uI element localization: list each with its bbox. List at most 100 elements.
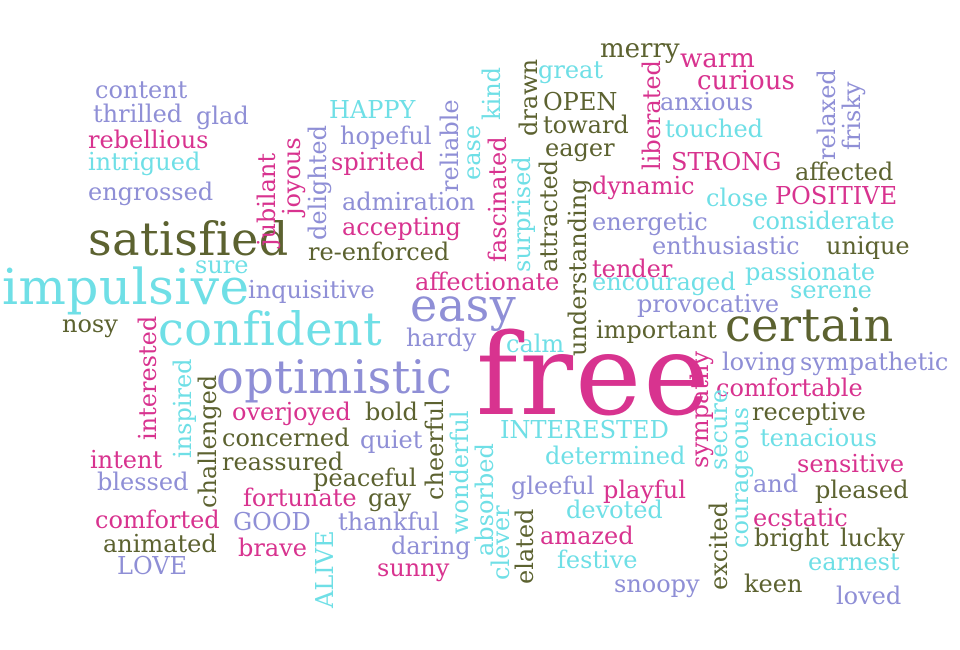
word-reassured: reassured [222, 448, 344, 476]
word-loving: loving [722, 348, 797, 376]
word-enthusiastic: enthusiastic [652, 232, 800, 260]
word-impulsive: impulsive [2, 258, 250, 316]
word-nosy: nosy [62, 310, 118, 338]
word-dynamic: dynamic [592, 172, 695, 200]
word-playful: playful [603, 476, 686, 504]
word-gleeful: gleeful [511, 472, 595, 500]
word-tenacious: tenacious [760, 424, 877, 452]
word-important: important [596, 316, 717, 344]
word-good: GOOD [233, 508, 311, 536]
word-ecstatic: ecstatic [753, 504, 848, 532]
word-lucky: lucky [840, 524, 905, 552]
word-free: free [476, 311, 712, 441]
word-fortunate: fortunate [243, 484, 357, 512]
word-thankful: thankful [338, 508, 440, 536]
word-tender: tender [592, 255, 673, 283]
word-pleased: pleased [815, 476, 909, 504]
word-anxious: anxious [660, 88, 754, 116]
word-excited: excited [705, 501, 733, 590]
word-keen: keen [744, 570, 803, 598]
word-drawn: drawn [515, 58, 543, 136]
word-provocative: provocative [637, 290, 780, 318]
word-liberated: liberated [638, 60, 666, 170]
word-easy: easy [410, 278, 517, 332]
word-concerned: concerned [222, 424, 350, 452]
word-energetic: energetic [592, 208, 708, 236]
word-brave: brave [238, 534, 307, 562]
word-quiet: quiet [360, 426, 423, 454]
word-comforted: comforted [95, 506, 220, 534]
word-comfortable: comfortable [716, 374, 863, 402]
word-kind: kind [478, 66, 506, 120]
word-glad: glad [196, 102, 249, 130]
word-serene: serene [790, 276, 872, 304]
word-alive: ALIVE [311, 530, 339, 608]
word-challenged: challenged [194, 374, 222, 508]
word-daring: daring [391, 532, 471, 560]
word-peaceful: peaceful [313, 464, 417, 492]
word-affectionate: affectionate [415, 268, 560, 296]
word-sensitive: sensitive [797, 450, 905, 478]
word-certain: certain [725, 298, 894, 352]
word-strong: STRONG [671, 148, 782, 176]
word-satisfied: satisfied [88, 212, 289, 266]
word-inspired: inspired [169, 358, 197, 458]
word-engrossed: engrossed [88, 178, 214, 206]
word-eager: eager [545, 134, 615, 162]
word-attracted: attracted [535, 159, 563, 272]
word-determined: determined [545, 442, 686, 470]
word-jubilant: jubilant [253, 152, 281, 246]
word-admiration: admiration [342, 188, 476, 216]
word-animated: animated [103, 530, 217, 558]
word-rebellious: rebellious [88, 126, 209, 154]
word-close: close [706, 184, 769, 212]
word-and: and [753, 470, 799, 498]
word-elated: elated [511, 508, 539, 584]
word-passionate: passionate [745, 258, 876, 286]
word-devoted: devoted [566, 496, 663, 524]
word-gay: gay [368, 484, 412, 512]
word-snoopy: snoopy [614, 570, 700, 598]
word-sure: sure [195, 251, 249, 279]
word-curious: curious [697, 66, 795, 96]
word-warm: warm [680, 44, 755, 74]
word-optimistic: optimistic [216, 350, 453, 404]
word-bold: bold [365, 398, 418, 426]
word-happy: HAPPY [329, 96, 416, 124]
word-sunny: sunny [377, 554, 450, 582]
word-surprised: surprised [508, 156, 536, 272]
word-delighted: delighted [304, 125, 332, 240]
word-intent: intent [90, 446, 163, 474]
word-thrilled: thrilled [93, 100, 183, 128]
word-fascinated: fascinated [484, 136, 512, 262]
word-great: great [538, 56, 603, 84]
word-interested-upper: INTERESTED [500, 416, 669, 444]
word-overjoyed: overjoyed [232, 398, 351, 426]
word-amazed: amazed [540, 522, 634, 550]
word-positive: POSITIVE [775, 182, 898, 210]
word-calm: calm [506, 330, 565, 358]
word-intrigued: intrigued [88, 148, 201, 176]
word-encouraged: encouraged [592, 268, 736, 296]
word-love: LOVE [117, 552, 188, 580]
word-hardy: hardy [406, 324, 477, 352]
word-earnest: earnest [808, 548, 900, 576]
word-bright: bright [754, 524, 829, 552]
word-unique: unique [826, 232, 910, 260]
word-accepting: accepting [342, 213, 461, 241]
word-content: content [95, 76, 188, 104]
word-loved: loved [836, 582, 902, 610]
word-open: OPEN [543, 88, 618, 116]
word-blessed: blessed [97, 468, 189, 496]
word-understanding: understanding [564, 178, 592, 356]
word-inquisitive: inquisitive [248, 276, 375, 304]
word-confident: confident [158, 302, 383, 356]
word-affected: affected [795, 158, 894, 186]
word-sympathetic: sympathetic [800, 348, 949, 376]
word-reliable: reliable [436, 99, 464, 192]
word-touched: touched [665, 115, 764, 143]
word-clever: clever [487, 505, 515, 580]
word-relaxed: relaxed [813, 69, 841, 160]
word-receptive: receptive [752, 398, 866, 426]
